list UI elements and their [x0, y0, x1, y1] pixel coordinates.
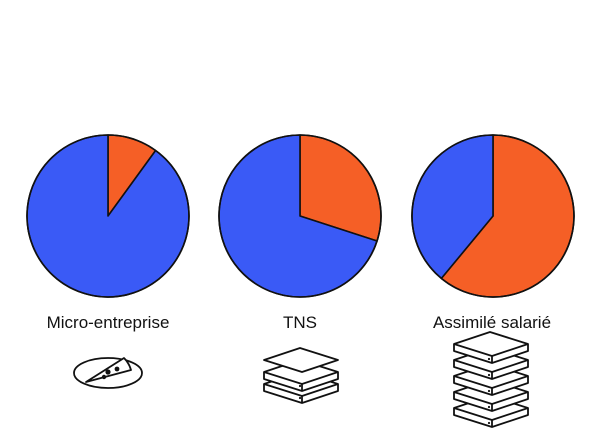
pie-label-tns: TNS — [283, 313, 317, 332]
pizza-slice-on-plate-icon — [73, 357, 143, 389]
pie-outline-assimile-salarie — [411, 134, 575, 298]
pie-slices-assimile-salarie — [411, 134, 575, 298]
pie-outline-micro-entreprise — [26, 134, 190, 298]
pie-tns: TNS — [218, 134, 382, 404]
pie-label-assimile-salarie: Assimilé salarié — [433, 313, 551, 332]
pie-slices-micro-entreprise — [26, 134, 190, 298]
pie-assimile-salarie: Assimilé salarié — [411, 134, 575, 428]
pie-slices-tns — [218, 134, 382, 298]
pie-label-micro-entreprise: Micro-entreprise — [47, 313, 170, 332]
two-pizza-boxes-icon — [263, 347, 339, 404]
five-pizza-boxes-icon — [453, 331, 529, 428]
pie-micro-entreprise: Micro-entreprise — [26, 134, 190, 389]
pie-slice-micro-entreprise-blue — [26, 134, 190, 298]
pie-outline-tns — [218, 134, 382, 298]
